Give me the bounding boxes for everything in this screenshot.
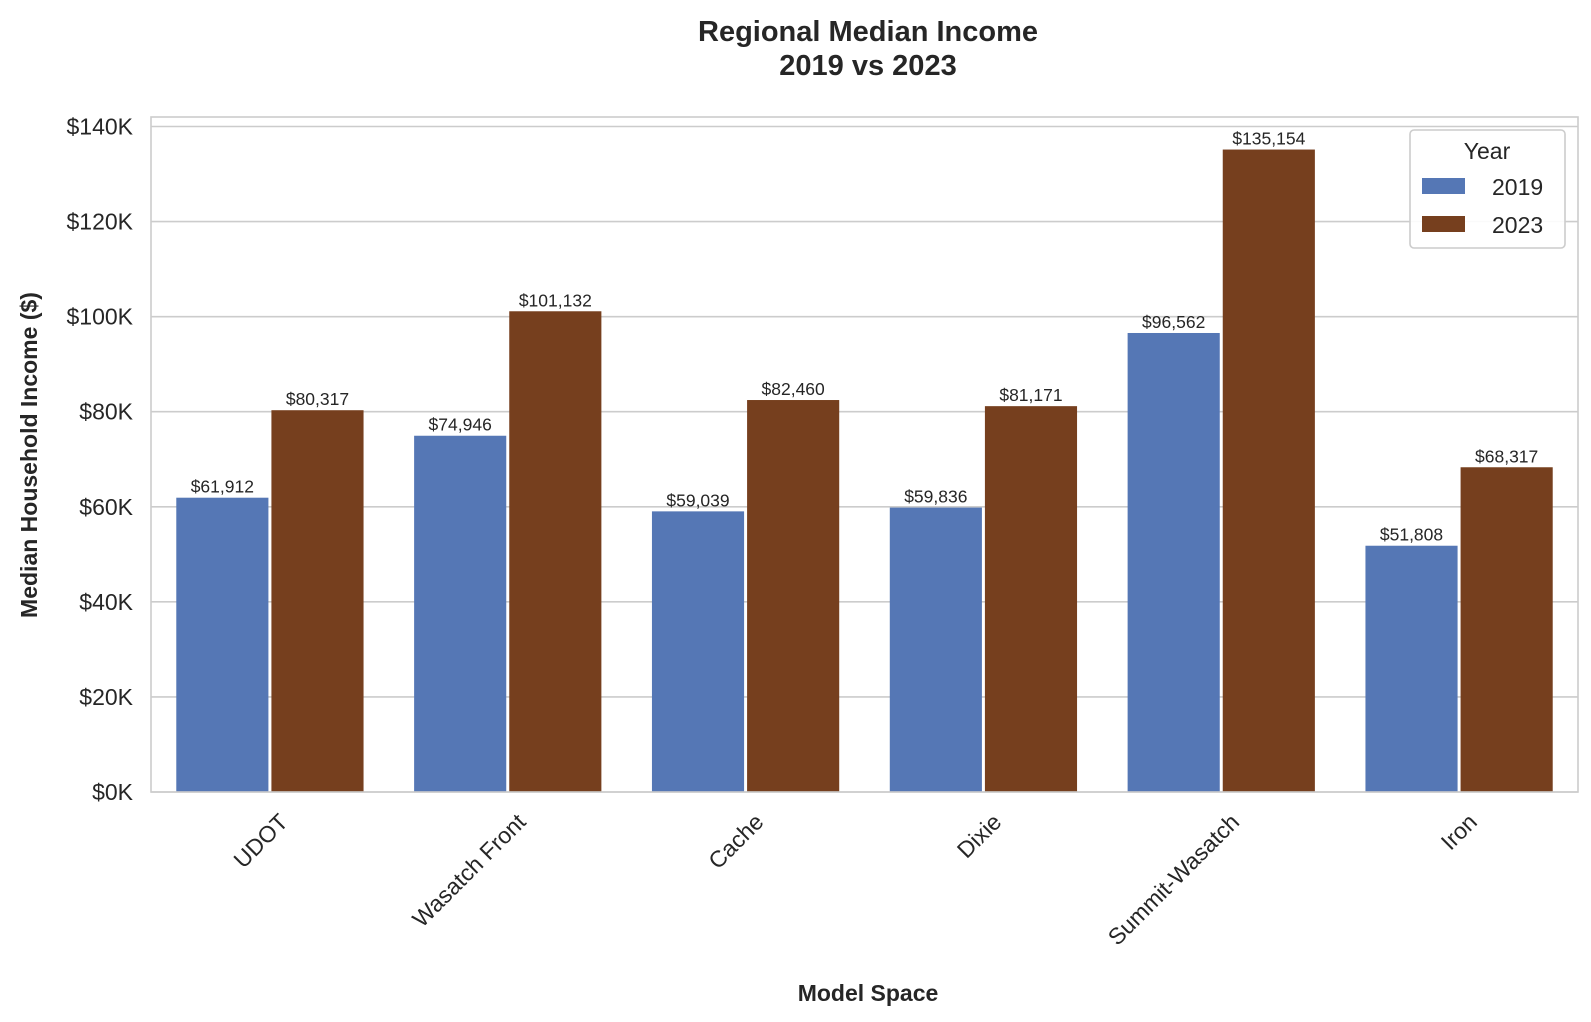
legend-title: Year <box>1464 138 1511 164</box>
bar-2023-5 <box>1460 467 1553 792</box>
bars <box>176 149 1553 792</box>
bar-2023-0 <box>271 410 364 792</box>
data-label-2023-4: $135,154 <box>1232 129 1305 149</box>
bar-2023-3 <box>984 406 1078 792</box>
y-tick-label: $100K <box>66 304 133 330</box>
plot-area-frame <box>150 116 1579 793</box>
x-axis-title: Model Space <box>798 980 939 1006</box>
chart-title-line2: 2019 vs 2023 <box>779 50 956 82</box>
legend: Year 2019 2023 <box>1409 129 1566 249</box>
bar-2023-1 <box>509 311 602 792</box>
y-tick-label: $20K <box>79 684 133 710</box>
bar-2019-4 <box>1127 332 1220 792</box>
bar-2019-3 <box>889 507 982 792</box>
data-label-2023-1: $101,132 <box>519 290 592 310</box>
y-tick-label: $60K <box>79 494 133 520</box>
y-tick-label: $120K <box>66 209 133 235</box>
legend-swatch-2023 <box>1422 216 1465 232</box>
legend-label-2019: 2019 <box>1492 174 1543 200</box>
y-tick-label: $80K <box>79 399 133 425</box>
bar-2019-5 <box>1365 545 1458 792</box>
bar-2023-2 <box>747 400 840 792</box>
data-labels: $61,912 $74,946 $59,039 $59,836 $96,562 $51,8… <box>191 129 1539 545</box>
data-label-2019-0: $61,912 <box>191 477 254 497</box>
data-label-2023-5: $68,317 <box>1475 446 1538 466</box>
data-label-2019-3: $59,836 <box>904 487 967 507</box>
chart-title-line1: Regional Median Income <box>698 16 1038 48</box>
data-label-2019-2: $59,039 <box>666 490 729 510</box>
data-label-2019-5: $51,808 <box>1380 525 1443 545</box>
legend-label-2023: 2023 <box>1492 212 1543 238</box>
bar-2023-4 <box>1222 149 1315 792</box>
y-tick-label: $0K <box>92 779 134 805</box>
bar-2019-1 <box>414 435 507 792</box>
bar-2019-2 <box>651 511 745 792</box>
y-tick-label: $40K <box>79 589 133 615</box>
y-axis-ticks: $0K $20K $40K $60K $80K $100K $120K $140K <box>66 114 133 805</box>
data-label-2019-4: $96,562 <box>1142 312 1205 332</box>
data-label-2019-1: $74,946 <box>429 415 492 435</box>
data-label-2023-3: $81,171 <box>999 385 1062 405</box>
data-label-2023-2: $82,460 <box>762 379 826 399</box>
data-label-2023-0: $80,317 <box>286 389 349 409</box>
y-axis-title: Median Household Income ($) <box>16 292 42 618</box>
y-tick-label: $140K <box>66 114 133 140</box>
bar-2019-0 <box>176 497 269 792</box>
legend-swatch-2019 <box>1422 178 1465 194</box>
